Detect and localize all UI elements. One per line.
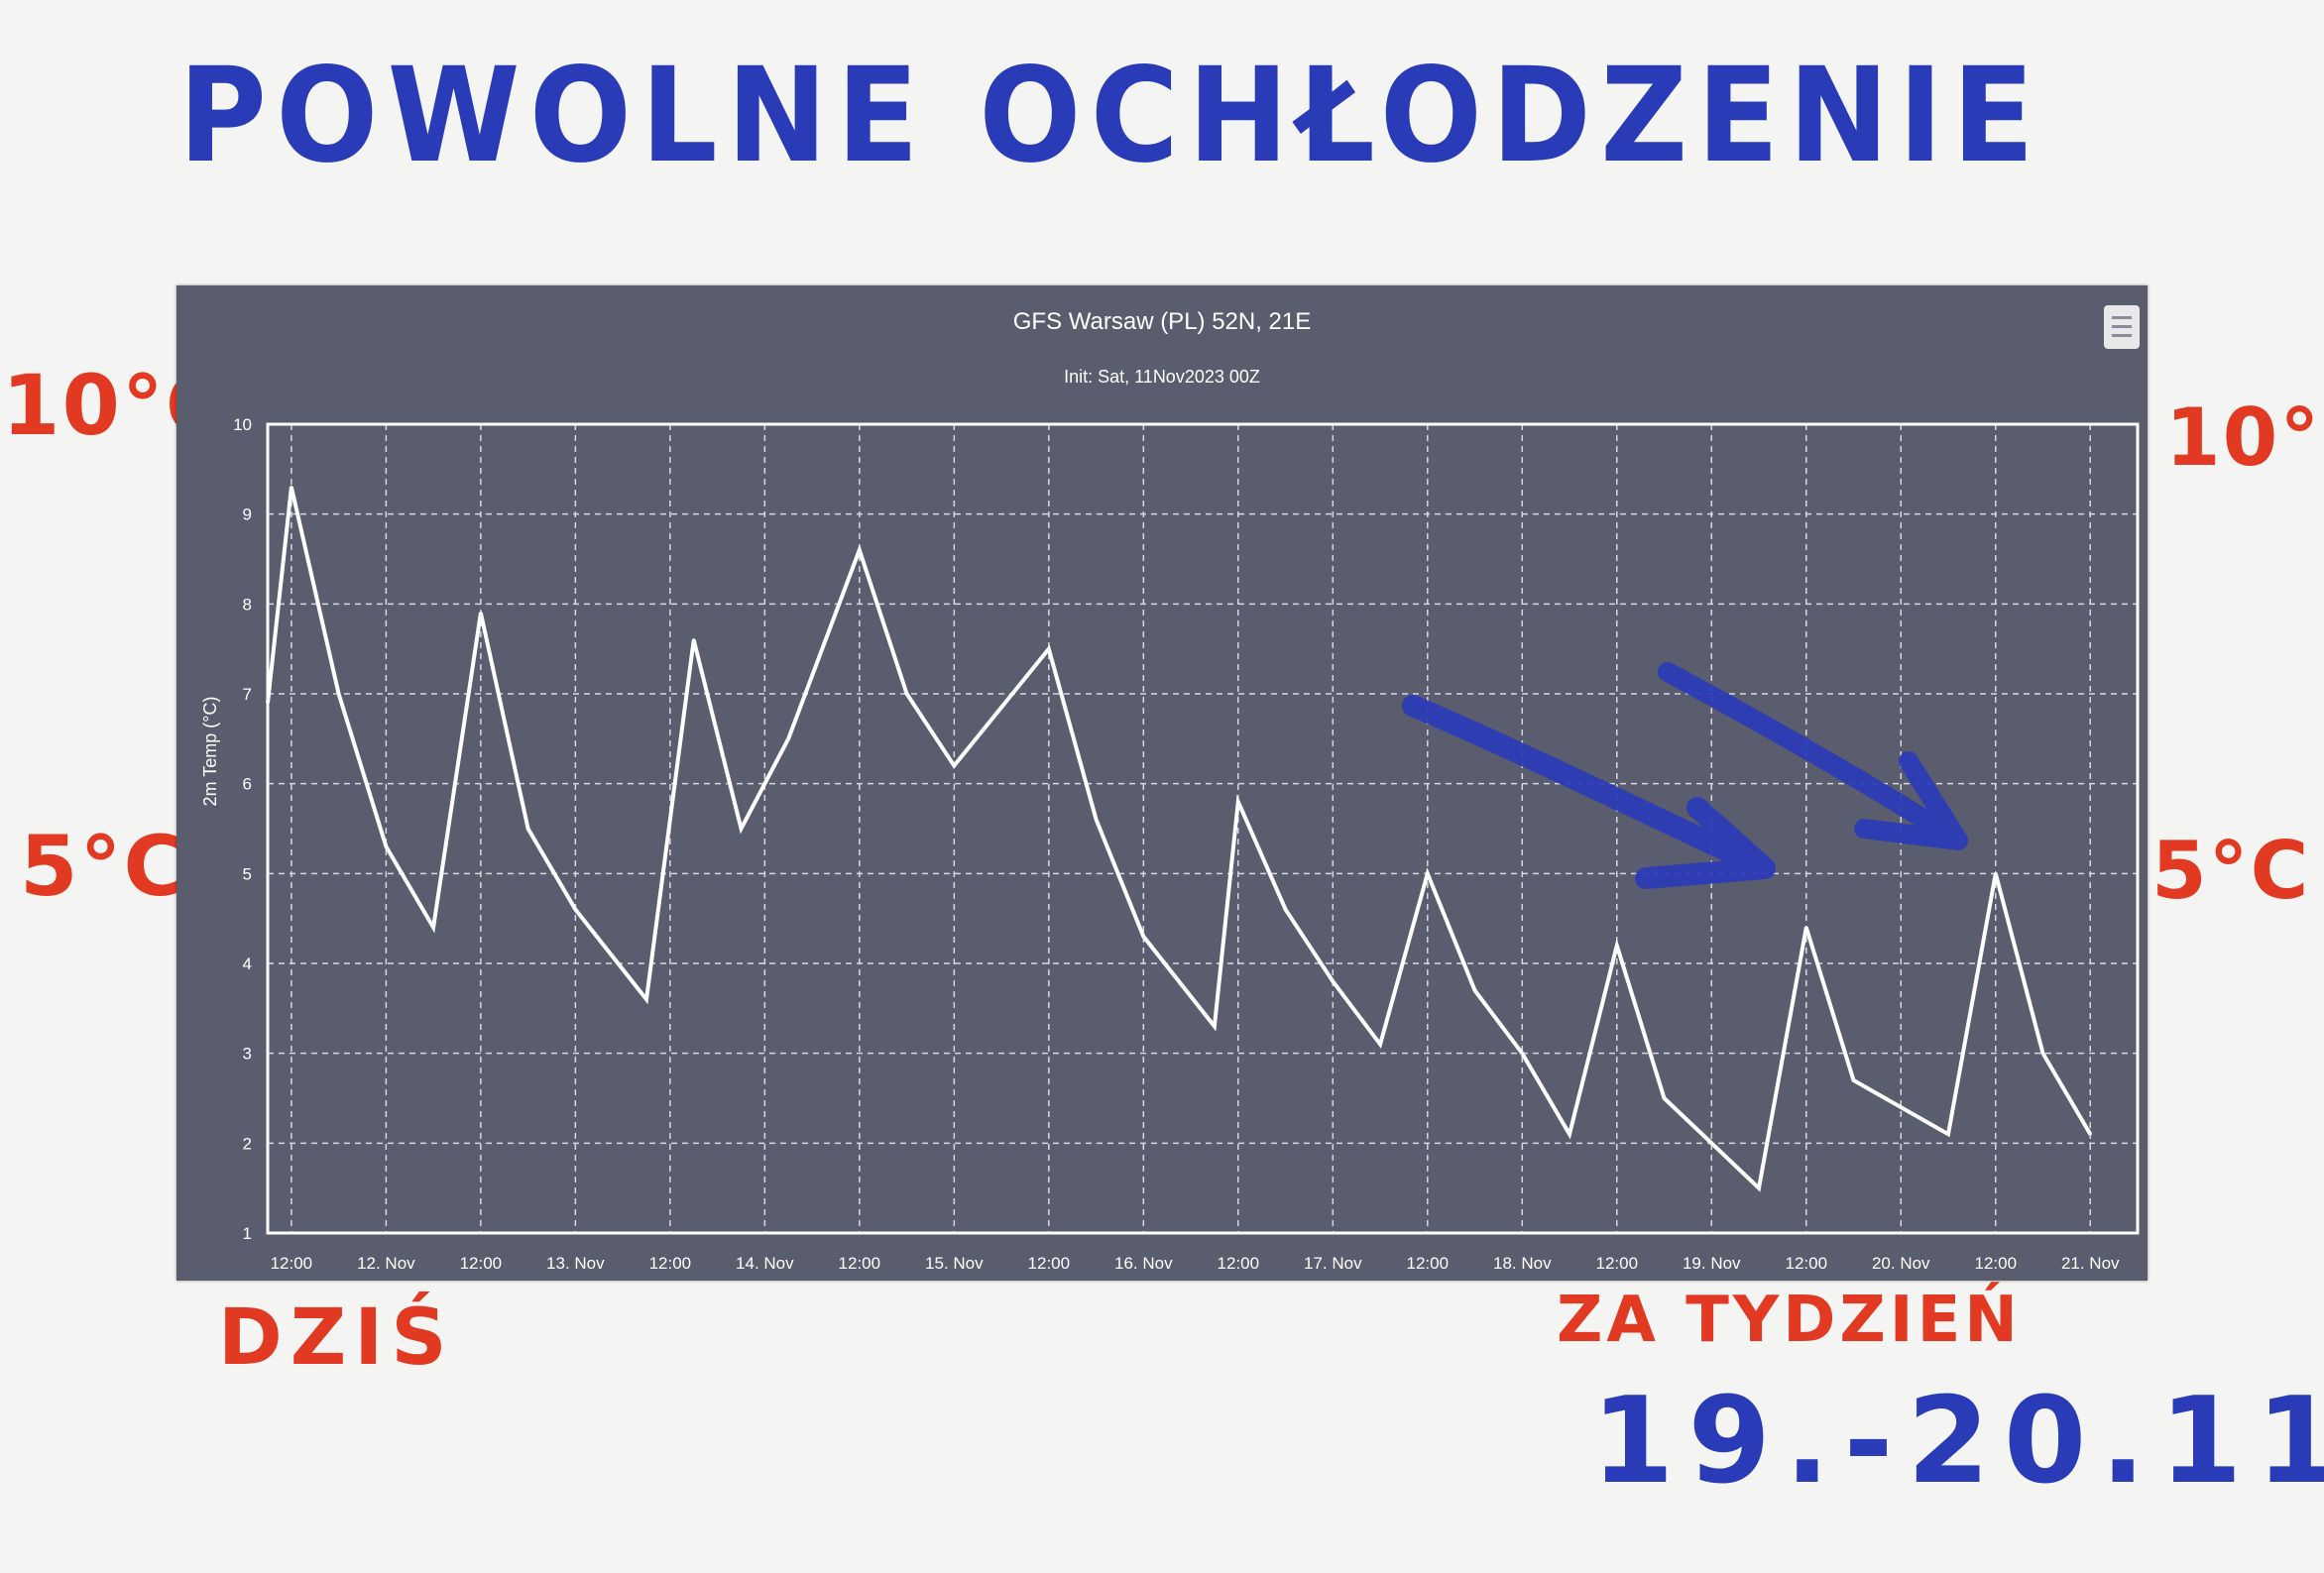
right-5c-label: 5°C <box>2151 825 2311 917</box>
x-tick-label: 12:00 <box>839 1254 881 1273</box>
data-point <box>384 844 388 848</box>
x-tick-label: 12. Nov <box>357 1254 415 1273</box>
x-tick-label: 12:00 <box>271 1254 313 1273</box>
dates-label: 19.-20.11. <box>1591 1373 2324 1511</box>
x-tick-label: 12:00 <box>460 1254 503 1273</box>
x-tick-label: 12:00 <box>649 1254 692 1273</box>
data-point <box>1615 944 1619 948</box>
chart-title: GFS Warsaw (PL) 52N, 21E <box>1013 308 1312 335</box>
x-tick-label: 13. Nov <box>546 1254 605 1273</box>
data-point <box>337 692 341 696</box>
x-tick-label: 16. Nov <box>1114 1254 1173 1273</box>
y-tick-label: 3 <box>243 1045 252 1064</box>
x-tick-label: 12:00 <box>1028 1254 1071 1273</box>
data-point <box>1426 871 1430 875</box>
today-label: DZIŚ <box>218 1293 455 1383</box>
y-tick-label: 2 <box>243 1134 252 1153</box>
data-point <box>858 548 862 552</box>
y-tick-label: 1 <box>243 1224 252 1243</box>
data-point <box>1946 1132 1950 1136</box>
data-point <box>1236 800 1240 804</box>
data-point <box>1095 818 1099 822</box>
data-point <box>739 827 743 831</box>
x-tick-label: 17. Nov <box>1304 1254 1362 1273</box>
x-tick-label: 12:00 <box>1785 1254 1827 1273</box>
chart-menu-button[interactable] <box>2104 305 2140 349</box>
in-a-week-label: ZA TYDZIEŃ <box>1557 1284 2022 1357</box>
x-tick-label: 12:00 <box>1407 1254 1450 1273</box>
plot-border <box>266 422 2140 1235</box>
data-point <box>431 926 435 930</box>
data-point <box>479 611 483 615</box>
data-point <box>266 701 270 705</box>
data-point <box>1757 1186 1761 1190</box>
right-10c-label: 10°C <box>2165 392 2324 484</box>
x-tick-label: 20. Nov <box>1872 1254 1930 1273</box>
data-point <box>644 997 648 1001</box>
data-point <box>1520 1052 1524 1056</box>
data-point <box>290 485 293 489</box>
data-point <box>1047 647 1051 651</box>
chart-subtitle: Init: Sat, 11Nov2023 00Z <box>1064 367 1260 387</box>
x-tick-label: 15. Nov <box>925 1254 984 1273</box>
y-tick-label: 4 <box>243 955 252 973</box>
y-tick-label: 6 <box>243 775 252 794</box>
data-point <box>952 764 956 768</box>
data-point <box>1378 1043 1382 1047</box>
y-axis-label: 2m Temp (°C) <box>200 697 220 807</box>
data-point <box>1213 1024 1217 1028</box>
data-point <box>692 638 696 642</box>
data-point <box>1141 935 1145 939</box>
left-5c-label: 5°C <box>20 818 187 915</box>
data-point <box>1663 1096 1667 1100</box>
data-point <box>1331 979 1335 983</box>
x-tick-label: 21. Nov <box>2061 1254 2120 1273</box>
y-tick-label: 8 <box>243 595 252 614</box>
data-point <box>1473 988 1477 992</box>
chart-panel: GFS Warsaw (PL) 52N, 21E Init: Sat, 11No… <box>176 285 2148 1281</box>
data-point <box>1284 908 1288 912</box>
y-tick-label: 9 <box>243 506 252 524</box>
data-point <box>905 692 909 696</box>
data-point <box>2088 1132 2092 1136</box>
x-tick-label: 12:00 <box>1596 1254 1639 1273</box>
series <box>266 485 2093 1192</box>
y-tick-label: 10 <box>233 415 252 434</box>
handwritten-title: POWOLNE OCHŁODZENIE <box>178 40 2043 192</box>
data-point <box>2041 1052 2045 1056</box>
y-ticks: 1 2 3 4 5 6 7 8 9 10 <box>233 415 252 1243</box>
x-tick-label: 12:00 <box>1974 1254 2017 1273</box>
data-point <box>1852 1078 1856 1082</box>
x-tick-label: 18. Nov <box>1493 1254 1552 1273</box>
grid <box>266 422 2140 1235</box>
x-tick-label: 12:00 <box>1218 1254 1260 1273</box>
y-tick-label: 5 <box>243 864 252 883</box>
x-tick-label: 14. Nov <box>736 1254 794 1273</box>
y-tick-label: 7 <box>243 685 252 704</box>
data-point <box>573 908 577 912</box>
data-point <box>526 827 530 831</box>
temperature-line <box>266 487 2093 1192</box>
x-ticks: 12:00 12. Nov 12:00 13. Nov 12:00 14. Nov 12:0… <box>271 1254 2120 1273</box>
data-point <box>1709 1141 1713 1145</box>
data-point <box>1804 926 1808 930</box>
data-point <box>786 736 790 740</box>
data-point <box>1994 871 1998 875</box>
temperature-chart: GFS Warsaw (PL) 52N, 21E Init: Sat, 11No… <box>200 308 2140 1273</box>
data-point <box>1568 1132 1571 1136</box>
x-tick-label: 19. Nov <box>1683 1254 1741 1273</box>
